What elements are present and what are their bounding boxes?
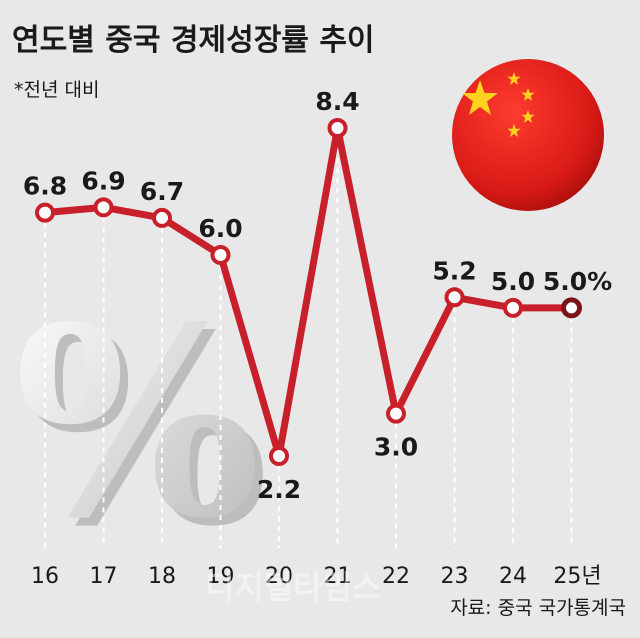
chart-marks: 6.8 16 6.9 17 6.7 18 6.0 19 2.2 20 8.4 21 3.0 22 5.2 23… xyxy=(23,87,612,589)
data-label: 6.8 xyxy=(23,172,67,201)
watermark: 디지털타임스 xyxy=(205,568,382,606)
svg-text:%: % xyxy=(14,271,261,576)
flag-small-star-icon xyxy=(507,124,521,137)
x-tick-label: 18 xyxy=(148,564,176,589)
chart-title: 연도별 중국 경제성장률 추이 xyxy=(12,23,375,58)
data-label: 2.2 xyxy=(257,475,301,504)
x-tick-label: 20 xyxy=(265,564,293,589)
x-tick-label: 25년 xyxy=(553,564,601,589)
x-tick-label: 16 xyxy=(31,564,59,589)
data-point xyxy=(327,118,348,138)
data-label: 6.9 xyxy=(81,166,125,195)
data-point xyxy=(35,202,55,223)
x-tick-label: 21 xyxy=(324,564,352,589)
data-point xyxy=(93,197,114,218)
flag-small-star-icon xyxy=(521,88,535,101)
flag-small-star-icon xyxy=(507,72,521,85)
x-tick-label: 22 xyxy=(382,564,410,589)
data-point xyxy=(503,297,523,318)
data-label: 6.0 xyxy=(198,214,242,243)
china-flag-icon xyxy=(452,59,604,211)
data-point xyxy=(210,244,231,265)
data-point xyxy=(444,287,465,308)
data-point xyxy=(152,207,172,228)
data-label: 8.4 xyxy=(315,87,359,116)
data-point xyxy=(269,446,289,466)
data-label: 5.2 xyxy=(432,256,476,285)
x-tick-label: 17 xyxy=(90,564,118,589)
data-point xyxy=(561,297,582,319)
data-label: 5.0% xyxy=(543,267,612,296)
flag-small-star-icon xyxy=(521,110,535,123)
x-tick-label: 24 xyxy=(499,564,527,589)
data-point xyxy=(386,403,406,424)
svg-text:%: % xyxy=(22,279,269,584)
series-line xyxy=(41,124,575,460)
data-label: 3.0 xyxy=(374,433,418,462)
data-label: 5.0 xyxy=(491,267,535,296)
source-note: 자료: 중국 국가통계국 xyxy=(450,597,626,619)
chart-subtitle: *전년 대비 xyxy=(14,79,99,101)
data-label: 6.7 xyxy=(140,177,184,206)
percent-decoration: % % xyxy=(14,271,269,584)
x-tick-label: 19 xyxy=(207,564,235,589)
x-tick-label: 23 xyxy=(441,564,469,589)
flag-big-star-icon xyxy=(462,80,498,115)
